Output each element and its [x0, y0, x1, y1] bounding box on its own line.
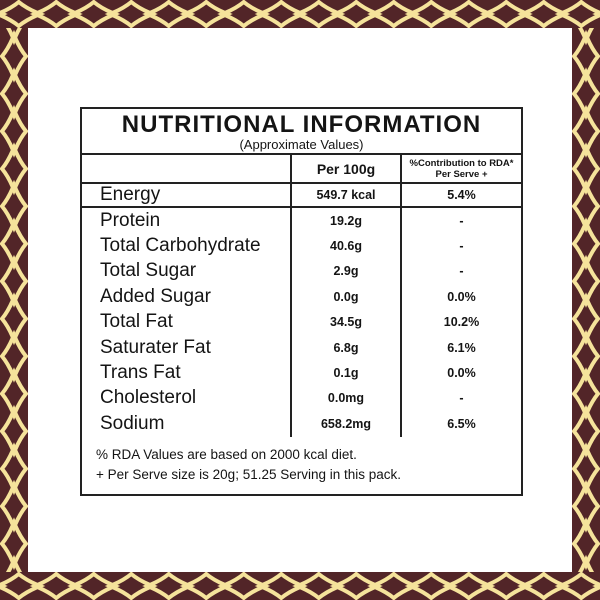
nutrition-table: NUTRITIONAL INFORMATION (Approximate Val… — [80, 107, 523, 496]
table-title: NUTRITIONAL INFORMATION — [121, 111, 482, 138]
nutrient-per100g-value: 19.2g — [290, 208, 400, 234]
table-row: Total Fat 34.5g 10.2% — [82, 309, 521, 335]
nutrient-rda-value: 0.0% — [400, 360, 521, 386]
table-row: Trans Fat 0.1g 0.0% — [82, 360, 521, 386]
nutrient-rda-value: 0.0% — [400, 284, 521, 310]
nutrient-rda-value: - — [400, 233, 521, 259]
border-right-strip — [572, 28, 600, 572]
nutrient-per100g-value: 0.0mg — [290, 385, 400, 412]
nutrient-rda-value: 6.1% — [400, 334, 521, 361]
table-row: Cholesterol 0.0mg - — [82, 385, 521, 412]
border-bottom-strip — [0, 572, 600, 600]
border-left-strip — [0, 28, 28, 572]
nutrient-per100g-value: 40.6g — [290, 233, 400, 259]
nutrient-label: Protein — [100, 209, 161, 231]
nutrient-rda-value: 6.5% — [400, 411, 521, 437]
nutrient-rda-value: 5.4% — [400, 184, 521, 206]
column-header-per100g: Per 100g — [290, 155, 400, 182]
nutrient-label: Total Sugar — [100, 260, 197, 282]
table-row: Protein 19.2g - — [82, 208, 521, 234]
column-header-rda: %Contribution to RDA* Per Serve + — [400, 155, 521, 182]
nutrient-per100g-value: 0.0g — [290, 284, 400, 310]
nutrient-per100g-value: 2.9g — [290, 258, 400, 285]
nutrient-label: Cholesterol — [100, 387, 197, 409]
nutrient-per100g-value: 0.1g — [290, 360, 400, 386]
nutrient-rda-value: - — [400, 208, 521, 234]
nutrient-rda-value: - — [400, 385, 521, 412]
nutrient-label: Sodium — [100, 412, 165, 434]
content-area: NUTRITIONAL INFORMATION (Approximate Val… — [28, 28, 572, 572]
table-footnotes: % RDA Values are based on 2000 kcal diet… — [82, 437, 521, 494]
table-header: NUTRITIONAL INFORMATION (Approximate Val… — [82, 109, 521, 155]
nutrient-label: Saturater Fat — [100, 336, 211, 358]
nutrient-per100g-value: 34.5g — [290, 309, 400, 335]
nutrient-per100g-value: 658.2mg — [290, 411, 400, 437]
nutrient-label: Added Sugar — [100, 285, 211, 307]
nutrient-rda-value: 10.2% — [400, 309, 521, 335]
table-row: Added Sugar 0.0g 0.0% — [82, 284, 521, 310]
column-header-nutrient — [82, 155, 290, 182]
table-row: Total Carbohydrate 40.6g - — [82, 233, 521, 259]
nutrient-label: Total Fat — [100, 311, 173, 333]
footnote-rda: % RDA Values are based on 2000 kcal diet… — [96, 447, 357, 463]
nutrient-rda-value: - — [400, 258, 521, 285]
nutrient-per100g-value: 549.7 kcal — [290, 184, 400, 206]
footnote-serve: + Per Serve size is 20g; 51.25 Serving i… — [96, 467, 402, 483]
table-subtitle: (Approximate Values) — [239, 137, 364, 152]
nutrient-label: Trans Fat — [100, 362, 181, 384]
nutrient-label: Energy — [100, 184, 161, 205]
table-row: Total Sugar 2.9g - — [82, 258, 521, 285]
column-header-row: Per 100g %Contribution to RDA* Per Serve… — [82, 155, 521, 184]
border-top-strip — [0, 0, 600, 28]
table-rows: Energy 549.7 kcal 5.4% Protein 19.2g - T… — [82, 184, 521, 437]
nutrient-per100g-value: 6.8g — [290, 334, 400, 361]
table-row: Sodium 658.2mg 6.5% — [82, 411, 521, 437]
table-row: Energy 549.7 kcal 5.4% — [82, 184, 521, 208]
table-row: Saturater Fat 6.8g 6.1% — [82, 334, 521, 361]
nutrient-label: Total Carbohydrate — [100, 235, 261, 257]
